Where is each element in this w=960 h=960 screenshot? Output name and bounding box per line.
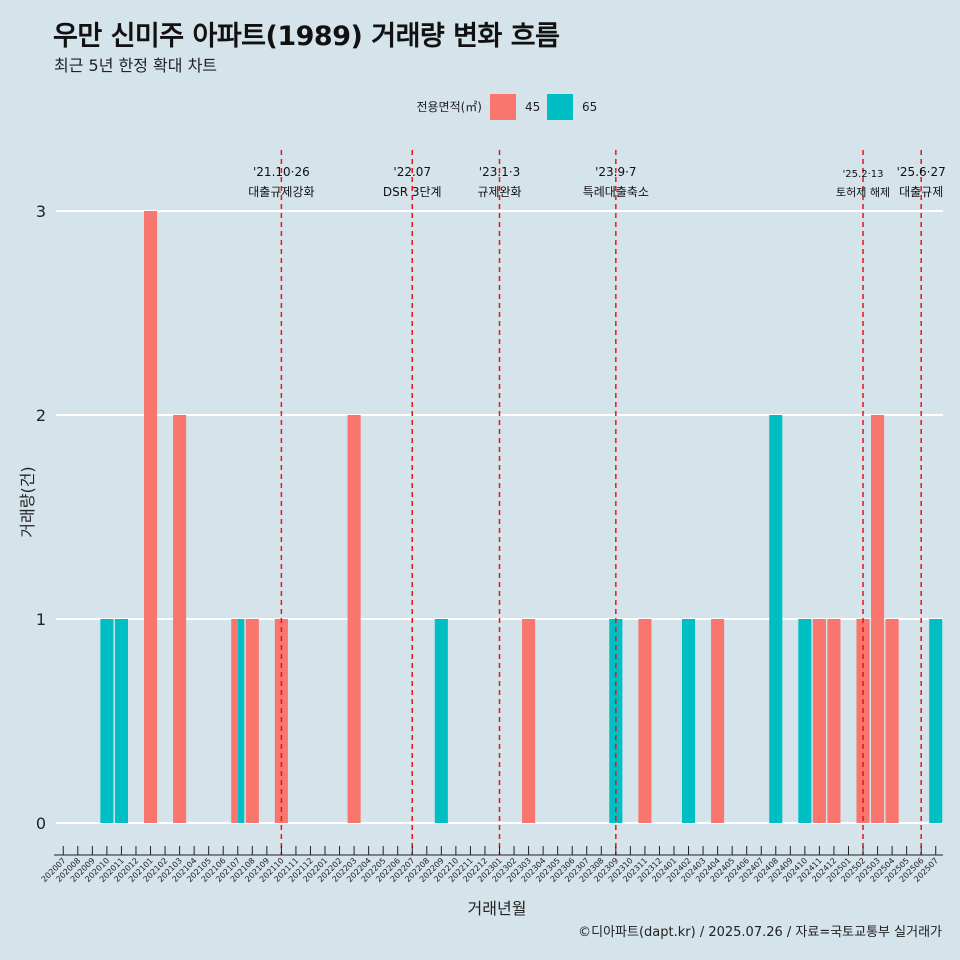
- y-axis-title: 거래량(건): [18, 466, 37, 537]
- bar-45-202311: [638, 619, 652, 823]
- bar-65-202209: [434, 619, 448, 823]
- bar-65-202010: [100, 619, 114, 823]
- y-tick-label: 2: [36, 406, 46, 425]
- bar-45-202203: [347, 415, 361, 823]
- legend-title: 전용면적(㎡): [416, 100, 482, 114]
- bar-65-202107: [237, 619, 245, 823]
- legend-swatch-45: [490, 94, 516, 120]
- reference-label-202309: 특례대출축소: [583, 185, 649, 199]
- bar-45-202103: [173, 415, 187, 823]
- reference-date-202301: '23.1·3: [479, 165, 520, 179]
- chart-title: 우만 신미주 아파트(1989) 거래량 변화 흐름: [53, 21, 560, 52]
- reference-date-202506: '25.6·27: [897, 165, 946, 179]
- bar-65-202011: [114, 619, 128, 823]
- source-caption: ©디아파트(dapt.kr) / 2025.07.26 / 자료=국토교통부 실…: [578, 925, 942, 940]
- reference-date-202309: '23.9·7: [595, 165, 636, 179]
- reference-label-202502: 토허제 해제: [836, 185, 890, 199]
- bar-45-202108: [245, 619, 259, 823]
- bar-45-202504: [885, 619, 899, 823]
- bar-65-202507: [929, 619, 943, 823]
- y-tick-label: 3: [36, 202, 46, 221]
- reference-label-202207: DSR 3단계: [383, 185, 442, 199]
- reference-label-202110: 대출규제강화: [248, 185, 314, 199]
- legend-label-45: 45: [525, 100, 540, 114]
- chart-subtitle: 최근 5년 한정 확대 차트: [54, 56, 218, 75]
- reference-date-202207: '22.07: [393, 165, 431, 179]
- bar-45-202101: [143, 211, 158, 823]
- bar-45-202503: [871, 415, 885, 823]
- x-axis-title: 거래년월: [468, 899, 527, 918]
- reference-date-202110: '21.10·26: [253, 165, 310, 179]
- bar-45-202107: [231, 619, 238, 823]
- reference-label-202506: 대출규제: [899, 185, 943, 199]
- bar-45-202411: [812, 619, 826, 823]
- legend-swatch-65: [547, 94, 573, 120]
- reference-date-202502: '25.2·13: [843, 169, 884, 180]
- y-tick-label: 1: [36, 610, 46, 629]
- bar-45-202412: [827, 619, 841, 823]
- y-tick-label: 0: [36, 814, 46, 833]
- reference-label-202301: 규제완화: [477, 185, 521, 199]
- bar-45-202303: [522, 619, 536, 823]
- bar-45-202404: [711, 619, 725, 823]
- bar-65-202408: [769, 415, 783, 823]
- legend-label-65: 65: [582, 100, 597, 114]
- bar-65-202402: [681, 619, 696, 823]
- bar-65-202410: [798, 619, 812, 823]
